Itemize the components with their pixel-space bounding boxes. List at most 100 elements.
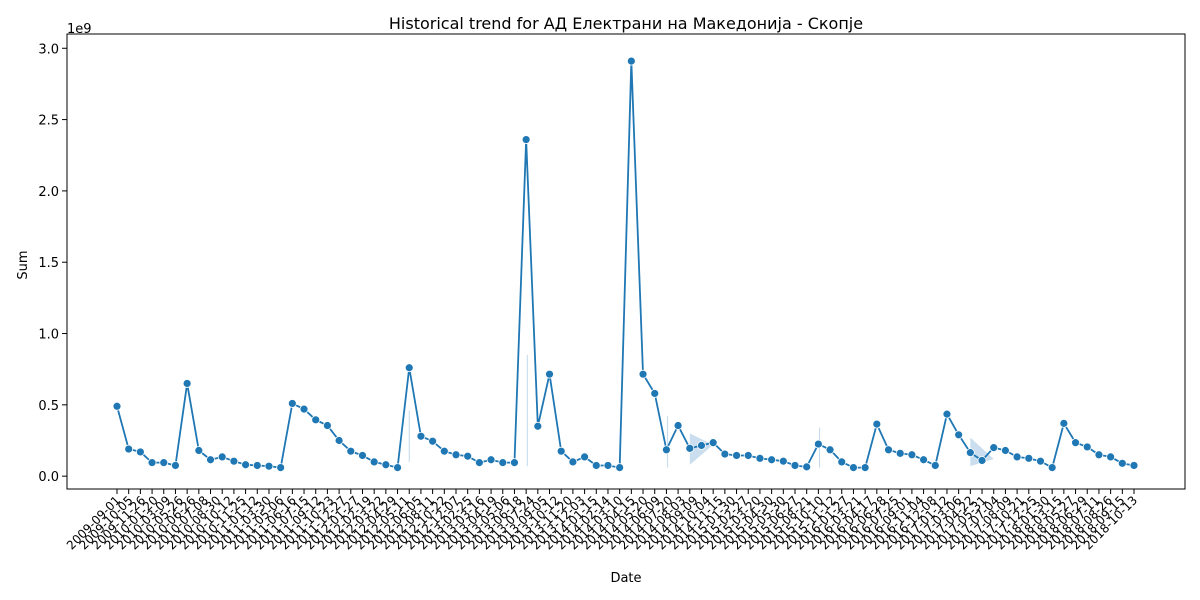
data-point (182, 379, 192, 388)
data-point (825, 445, 835, 455)
data-point (1059, 418, 1069, 428)
data-point (124, 444, 134, 454)
x-axis: 2009-09-012009-10-052009-11-262010-01-20… (64, 489, 1140, 552)
series-points (112, 56, 1139, 473)
data-point (252, 461, 262, 470)
y-tick-label: 1.5 (38, 256, 59, 271)
data-point (919, 455, 928, 465)
data-point (486, 455, 496, 465)
data-point (860, 463, 870, 473)
data-point (510, 458, 519, 468)
series-line (116, 61, 1135, 469)
data-point (837, 457, 847, 467)
data-point (404, 363, 414, 373)
data-point (685, 443, 695, 453)
data-point (591, 461, 601, 470)
data-point (159, 458, 169, 468)
data-point (323, 421, 332, 430)
data-point (498, 458, 508, 468)
data-point (1012, 452, 1022, 462)
data-point (311, 415, 321, 425)
data-point (463, 451, 473, 461)
y-offset-text: 1e9 (67, 22, 92, 37)
data-point (568, 457, 578, 467)
data-point (638, 369, 648, 379)
data-point (790, 461, 800, 470)
data-point (1106, 452, 1116, 462)
data-point (474, 458, 484, 468)
y-axis-label: Sum (16, 250, 31, 279)
data-point (673, 421, 683, 430)
plot-frame (66, 33, 1186, 490)
data-point (743, 451, 753, 460)
data-point (545, 369, 554, 379)
data-point (697, 441, 706, 450)
y-tick-label: 0.0 (38, 470, 59, 485)
data-point (1071, 438, 1080, 448)
data-point (112, 401, 122, 411)
data-point (147, 458, 157, 468)
y-tick-label: 3.0 (38, 42, 59, 57)
data-point (965, 448, 975, 458)
data-point (942, 409, 952, 419)
data-point (720, 449, 730, 459)
data-point (954, 430, 964, 440)
data-point (264, 461, 274, 471)
data-point (1001, 446, 1010, 455)
data-point (287, 399, 297, 408)
y-tick-label: 1.0 (38, 328, 59, 343)
data-point (802, 462, 812, 472)
data-point (229, 456, 239, 466)
data-point (135, 447, 145, 457)
data-point (650, 389, 660, 398)
data-point (615, 463, 625, 473)
data-point (358, 451, 367, 460)
data-point (732, 451, 741, 460)
data-point (1094, 450, 1104, 460)
data-point (276, 463, 286, 473)
data-point (708, 438, 718, 448)
data-point (1024, 453, 1034, 463)
x-axis-label: Date (610, 571, 641, 586)
data-point (416, 431, 426, 441)
data-point (428, 436, 438, 446)
confidence-band (970, 437, 994, 467)
data-point (451, 450, 461, 460)
data-point (533, 421, 543, 431)
data-point (849, 463, 858, 473)
data-point (755, 453, 765, 463)
data-point (580, 452, 589, 462)
data-point (369, 457, 379, 467)
data-point (381, 460, 391, 470)
data-point (171, 461, 180, 470)
data-point (393, 463, 402, 473)
data-point (1036, 456, 1045, 466)
confidence-bands (408, 354, 994, 468)
data-point (884, 445, 893, 455)
y-tick-label: 2.5 (38, 114, 59, 129)
data-point (299, 404, 309, 414)
data-point (603, 461, 613, 470)
data-point (907, 450, 917, 460)
data-point (1047, 463, 1057, 473)
data-point (217, 452, 227, 462)
data-point (813, 439, 823, 449)
data-point (895, 448, 905, 458)
data-point (977, 456, 987, 465)
data-point (778, 456, 788, 466)
data-point (439, 446, 449, 456)
data-point (346, 446, 356, 456)
data-point (1082, 442, 1092, 452)
y-axis: 0.0 0.5 1.0 1.5 2.0 2.5 3.0 (38, 42, 67, 485)
data-point (626, 56, 636, 66)
data-point (241, 460, 250, 470)
data-point (206, 455, 215, 465)
data-point (662, 445, 671, 455)
data-point (767, 455, 777, 465)
data-point (1129, 461, 1139, 470)
data-point (556, 446, 566, 456)
data-point (930, 461, 940, 470)
data-point (334, 436, 344, 445)
data-point (521, 135, 531, 144)
